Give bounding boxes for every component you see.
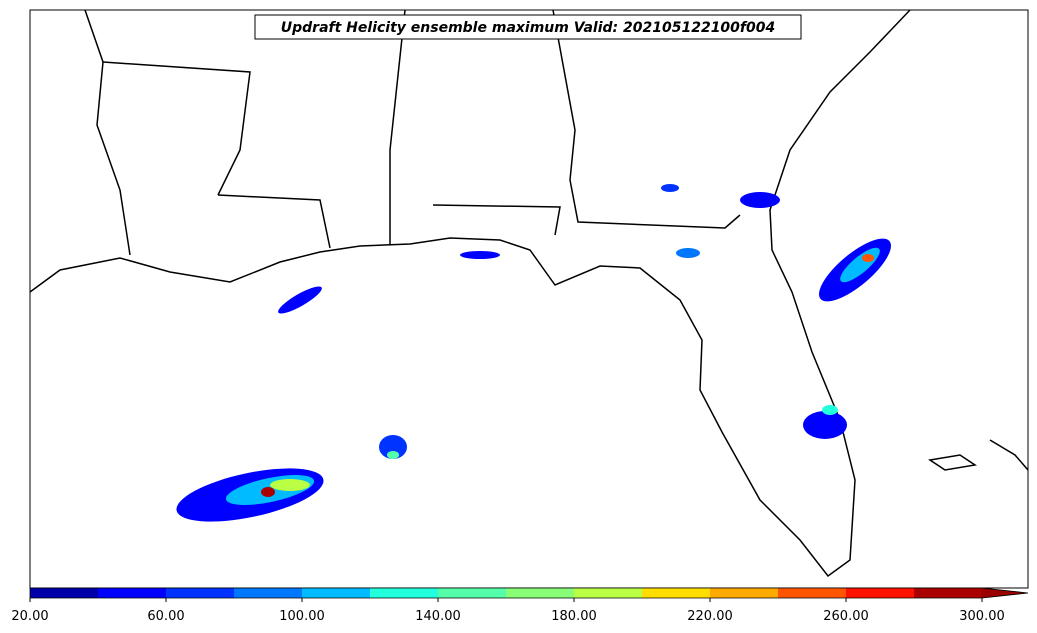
colorbar-segment bbox=[506, 588, 574, 598]
colorbar-segment bbox=[642, 588, 710, 598]
title-box bbox=[254, 14, 802, 40]
colorbar-tick-label: 60.00 bbox=[147, 609, 184, 624]
coastline bbox=[29, 9, 911, 578]
colorbar-extension bbox=[982, 588, 1028, 598]
island bbox=[928, 454, 977, 471]
field-blob bbox=[261, 487, 275, 497]
colorbar-tick-label: 100.00 bbox=[279, 609, 325, 624]
state-border bbox=[432, 204, 561, 236]
field-blob bbox=[387, 451, 399, 459]
colorbar-tick-label: 260.00 bbox=[823, 609, 869, 624]
helicity-field bbox=[176, 184, 891, 522]
field-blob bbox=[740, 192, 780, 208]
state-border bbox=[102, 61, 251, 196]
field-blob bbox=[822, 405, 838, 415]
colorbar-tick-label: 220.00 bbox=[687, 609, 733, 624]
state-border bbox=[552, 9, 741, 229]
field-blob bbox=[278, 286, 322, 314]
colorbar-segment bbox=[30, 588, 98, 598]
map-outlines bbox=[29, 9, 1029, 578]
state-border bbox=[84, 9, 131, 256]
colorbar-tick-label: 180.00 bbox=[551, 609, 597, 624]
coastline bbox=[989, 439, 1029, 471]
state-border bbox=[217, 194, 331, 249]
colorbar-segment bbox=[710, 588, 778, 598]
colorbar: 20.00 60.00 100.00 140.00 180.00 220.00 260.00… bbox=[11, 587, 1029, 624]
colorbar-outline bbox=[29, 587, 1029, 599]
colorbar-tick-label: 140.00 bbox=[415, 609, 461, 624]
field-blob bbox=[676, 248, 700, 258]
colorbar-segment bbox=[574, 588, 642, 598]
field-blob bbox=[862, 254, 874, 262]
colorbar-segment bbox=[914, 588, 982, 598]
colorbar-segment bbox=[438, 588, 506, 598]
field-blob bbox=[460, 251, 500, 259]
field-blob bbox=[803, 411, 847, 439]
colorbar-segment bbox=[846, 588, 914, 598]
colorbar-segment bbox=[166, 588, 234, 598]
colorbar-segment bbox=[778, 588, 846, 598]
colorbar-tick-label: 20.00 bbox=[11, 609, 48, 624]
colorbar-segment bbox=[234, 588, 302, 598]
field-blob bbox=[270, 479, 310, 491]
colorbar-segment bbox=[370, 588, 438, 598]
colorbar-segment bbox=[302, 588, 370, 598]
map-title: Updraft Helicity ensemble maximum Valid:… bbox=[281, 20, 775, 36]
colorbar-tick-label: 300.00 bbox=[959, 609, 1005, 624]
field-blob bbox=[379, 435, 407, 459]
map-frame bbox=[29, 9, 1029, 589]
field-blob bbox=[661, 184, 679, 192]
colorbar-segment bbox=[98, 588, 166, 598]
state-border bbox=[389, 9, 406, 245]
